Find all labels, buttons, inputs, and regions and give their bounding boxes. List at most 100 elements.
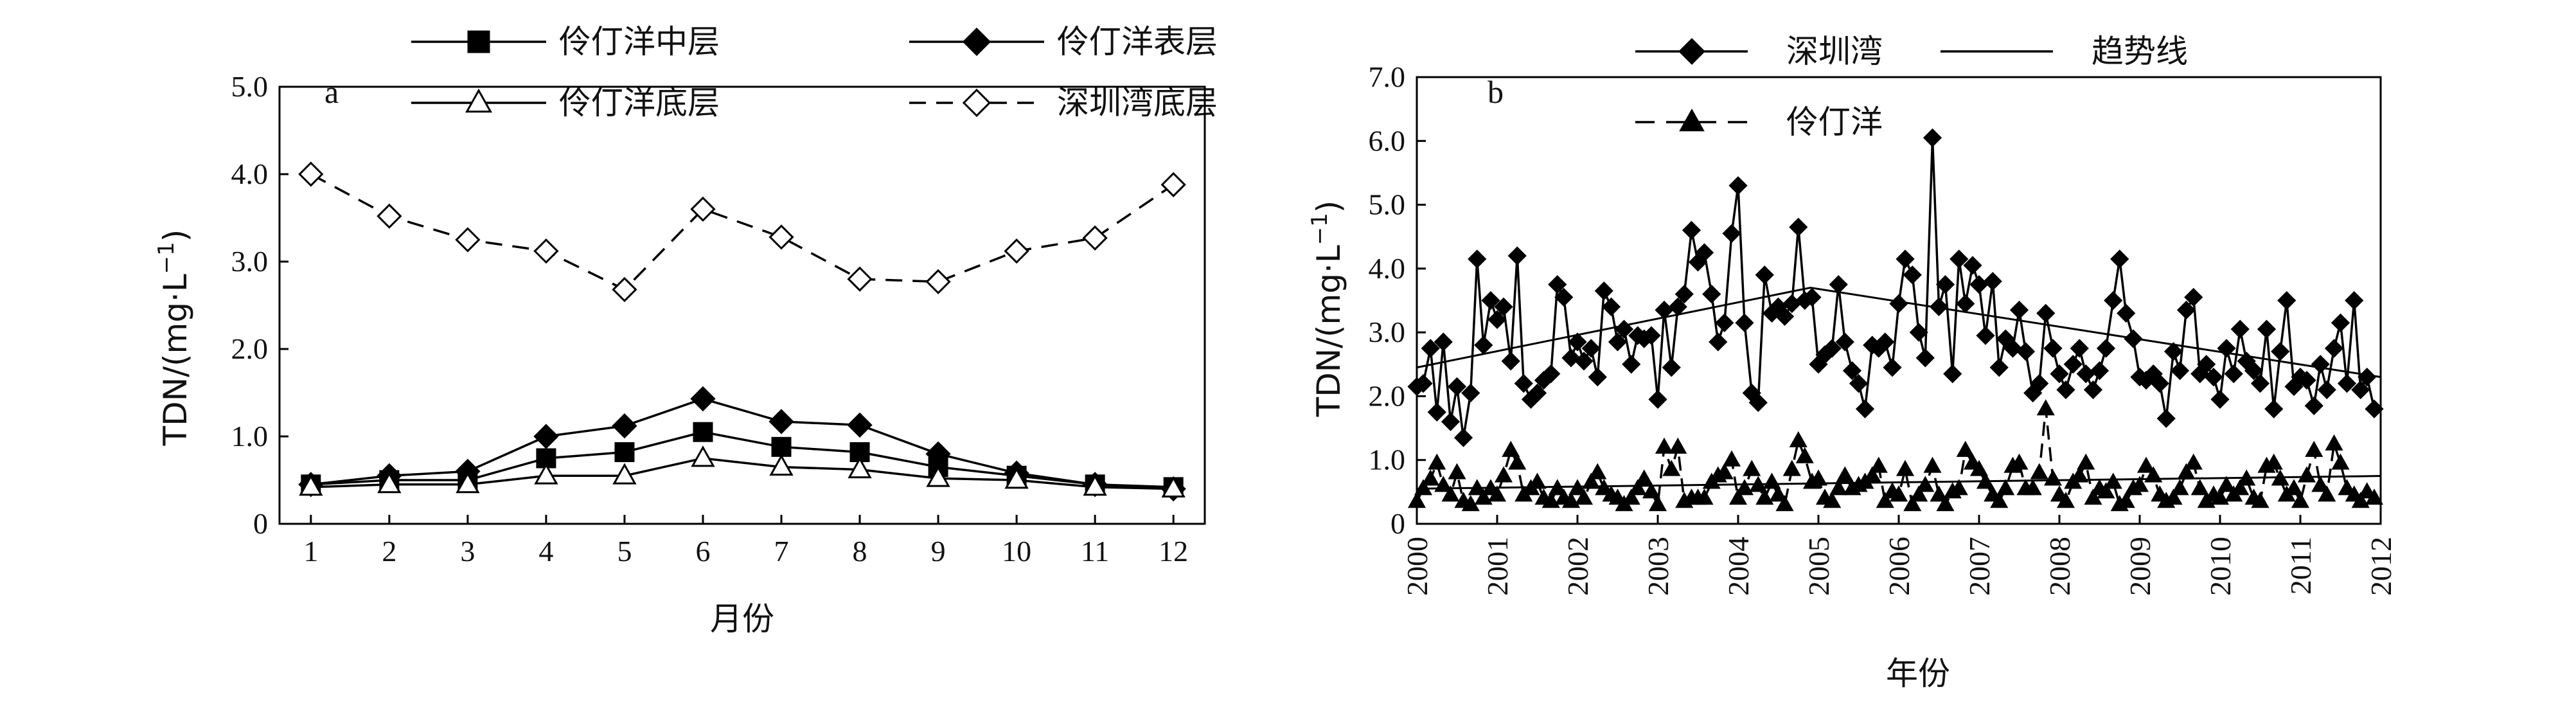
data-point-a-1 — [768, 409, 794, 434]
data-point-b-0 — [1574, 352, 1594, 371]
data-point-b-1 — [1502, 440, 1520, 457]
data-point-a-1 — [847, 412, 873, 438]
data-point-b-0 — [1494, 297, 1513, 317]
data-point-b-0 — [2176, 300, 2196, 320]
data-point-b-1 — [1795, 447, 1814, 463]
data-point-b-0 — [1527, 383, 1547, 403]
data-point-b-0 — [1956, 294, 1975, 314]
data-point-b-1 — [2190, 479, 2209, 496]
x-tick-label-a: 1 — [303, 535, 318, 568]
data-point-b-1 — [2136, 456, 2156, 473]
data-point-b-0 — [1501, 352, 1520, 371]
legend-label-b: 深圳湾 — [1786, 33, 1883, 70]
data-point-b-0 — [1876, 332, 1895, 352]
legend-marker-b — [1679, 108, 1705, 132]
data-point-b-1 — [1923, 456, 1942, 473]
data-point-a-2 — [691, 445, 715, 467]
data-point-b-1 — [2251, 492, 2270, 508]
data-point-a-1 — [533, 424, 559, 449]
data-point-b-0 — [2204, 368, 2223, 387]
y-axis-label-b: TDN/(mg·L−1) — [1307, 201, 1347, 418]
x-tick-label-b: 2001 — [1481, 537, 1514, 596]
data-point-a-0 — [693, 422, 713, 442]
data-point-b-1 — [2351, 492, 2370, 508]
data-point-a-2 — [926, 465, 950, 487]
data-point-b-0 — [2096, 339, 2116, 358]
data-point-b-0 — [1842, 361, 1862, 380]
data-point-b-0 — [2003, 339, 2023, 358]
data-point-b-1 — [1421, 469, 1440, 486]
x-tick-label-a: 11 — [1081, 535, 1109, 568]
data-point-a-3 — [1160, 172, 1186, 197]
data-point-b-0 — [2009, 300, 2029, 320]
data-point-b-0 — [2197, 355, 2216, 374]
data-point-b-1 — [1494, 466, 1513, 483]
y-tick-label-a: 4.0 — [231, 157, 269, 190]
data-point-b-0 — [1488, 310, 1507, 329]
data-point-b-1 — [2043, 469, 2063, 486]
legend-marker-a — [962, 27, 991, 57]
y-axis-label-a-sup: −1 — [154, 242, 179, 274]
data-point-b-1 — [2164, 488, 2183, 505]
data-point-b-1 — [1809, 469, 1828, 486]
data-point-b-1 — [1635, 469, 1653, 486]
x-tick-label-b: 2008 — [2043, 537, 2076, 596]
data-point-b-0 — [1434, 332, 1453, 352]
tick-labels-a: 01.02.03.04.05.01 2 3 4 5 6 7 8 9 10 11 12 — [231, 70, 1189, 568]
data-point-b-0 — [1474, 336, 1493, 355]
data-point-b-1 — [2305, 440, 2323, 457]
data-point-b-1 — [2210, 488, 2230, 505]
data-point-b-1 — [1434, 476, 1453, 492]
data-point-b-1 — [1743, 460, 1761, 476]
data-point-b-0 — [1507, 246, 1527, 265]
data-point-a-2 — [1004, 467, 1029, 489]
x-tick-label-b: 2000 — [1401, 537, 1434, 596]
data-point-b-0 — [2124, 329, 2143, 348]
data-point-b-0 — [1561, 348, 1581, 368]
data-point-a-2 — [769, 454, 794, 476]
data-point-b-1 — [2264, 453, 2283, 470]
data-point-b-0 — [1453, 428, 1473, 447]
y-axis-label-a: TDN/(mg·L−1) — [154, 229, 194, 447]
x-tick-label-a: 2 — [382, 535, 396, 568]
x-tick-label-b: 2012 — [2365, 537, 2397, 596]
data-point-b-1 — [2130, 476, 2149, 492]
legend-label-a: 伶仃洋表层 — [1057, 23, 1218, 60]
data-point-b-1 — [1655, 437, 1674, 454]
data-point-b-0 — [1923, 128, 1942, 147]
data-point-b-1 — [1896, 460, 1915, 476]
y-tick-label-b: 6.0 — [1369, 124, 1406, 157]
data-point-b-1 — [2171, 479, 2189, 496]
data-point-b-1 — [1969, 460, 1989, 476]
data-point-b-0 — [2331, 313, 2350, 332]
data-point-b-1 — [1889, 485, 1908, 502]
data-point-b-1 — [1648, 495, 1667, 512]
data-point-b-0 — [2317, 380, 2336, 400]
y-tick-label-b: 1.0 — [1369, 443, 1406, 476]
data-point-b-1 — [1448, 463, 1466, 479]
tick-labels-b: 0 1.0 2.0 3.0 4.0 5.0 6.0 7.0 2000 2001 2002 2003 20… — [1369, 60, 2398, 596]
data-point-b-0 — [2070, 339, 2089, 358]
data-point-b-0 — [1682, 220, 1701, 240]
data-point-b-1 — [1488, 485, 1507, 502]
data-point-a-0 — [771, 436, 792, 457]
data-point-b-1 — [1916, 476, 1935, 492]
data-point-b-1 — [2271, 469, 2289, 486]
x-tick-label-b: 2009 — [2124, 537, 2156, 596]
data-point-b-1 — [1769, 485, 1788, 502]
data-point-b-0 — [2250, 373, 2270, 393]
data-point-b-0 — [1674, 284, 1694, 304]
panel-letter-b: b — [1488, 74, 1504, 110]
data-point-b-0 — [1541, 364, 1561, 384]
data-point-b-0 — [1614, 319, 1634, 339]
data-point-b-0 — [2184, 287, 2203, 307]
data-point-b-0 — [2063, 355, 2083, 374]
x-tick-label-a: 10 — [1002, 535, 1031, 568]
data-point-b-1 — [1561, 492, 1581, 508]
data-point-b-1 — [2010, 453, 2029, 470]
data-point-a-3 — [847, 266, 873, 292]
series-line-a-0 — [310, 431, 1174, 488]
data-point-b-0 — [1915, 348, 1935, 368]
y-tick-label-a: 2.0 — [231, 332, 269, 365]
data-point-b-1 — [2184, 453, 2203, 470]
